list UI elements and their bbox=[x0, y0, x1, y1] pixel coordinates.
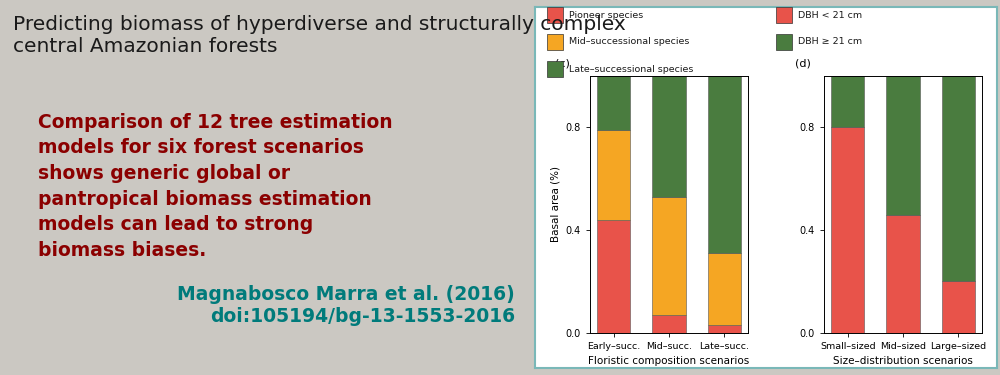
X-axis label: Size–distribution scenarios: Size–distribution scenarios bbox=[833, 356, 973, 366]
Bar bbox=[708, 325, 741, 333]
Bar bbox=[597, 220, 630, 333]
Bar bbox=[652, 196, 686, 315]
Text: Comparison of 12 tree estimation
models for six forest scenarios
shows generic g: Comparison of 12 tree estimation models … bbox=[38, 112, 393, 260]
Bar bbox=[597, 76, 630, 130]
Bar bbox=[597, 130, 630, 220]
Text: Pioneer species: Pioneer species bbox=[569, 10, 643, 20]
Text: (d): (d) bbox=[795, 58, 811, 68]
Y-axis label: Basal area (%): Basal area (%) bbox=[550, 166, 560, 242]
Text: (c): (c) bbox=[555, 58, 570, 68]
Text: DBH < 21 cm: DBH < 21 cm bbox=[798, 10, 862, 20]
Text: DBH ≥ 21 cm: DBH ≥ 21 cm bbox=[798, 38, 862, 46]
Bar bbox=[886, 76, 920, 214]
Bar bbox=[652, 76, 686, 196]
X-axis label: Floristic composition scenarios: Floristic composition scenarios bbox=[588, 356, 750, 366]
Bar bbox=[831, 76, 864, 128]
Text: Late–successional species: Late–successional species bbox=[569, 64, 693, 74]
Bar bbox=[886, 214, 920, 333]
Bar bbox=[708, 253, 741, 325]
Bar bbox=[831, 128, 864, 333]
Bar bbox=[708, 76, 741, 253]
Text: Predicting biomass of hyperdiverse and structurally complex
central Amazonian fo: Predicting biomass of hyperdiverse and s… bbox=[13, 15, 626, 56]
Text: Magnabosco Marra et al. (2016)
doi:105194/bg-13-1553-2016: Magnabosco Marra et al. (2016) doi:10519… bbox=[177, 285, 515, 326]
Bar bbox=[942, 76, 975, 281]
Bar bbox=[942, 281, 975, 333]
Text: Mid–successional species: Mid–successional species bbox=[569, 38, 689, 46]
Bar bbox=[652, 315, 686, 333]
